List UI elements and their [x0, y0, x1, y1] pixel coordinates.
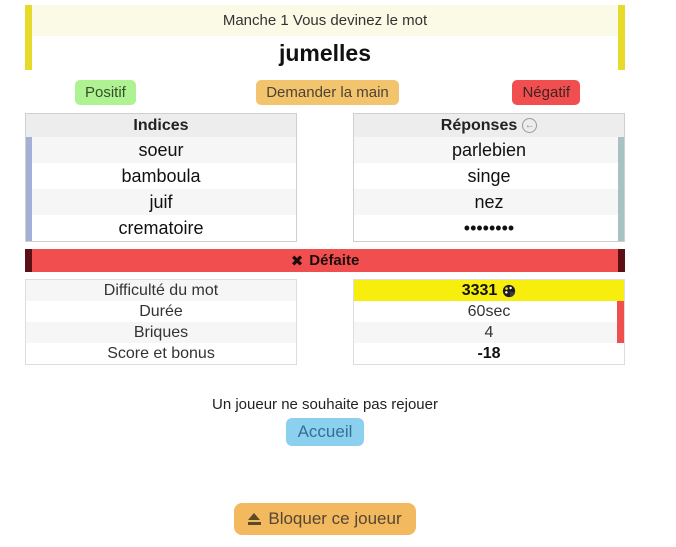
negative-button[interactable]: Négatif [512, 80, 580, 105]
footer-section: Un joueur ne souhaite pas rejouer Accuei… [25, 396, 625, 446]
result-banner: ✖ Défaite [25, 249, 625, 272]
result-left-cap [25, 249, 32, 272]
rematch-status-message: Un joueur ne souhaite pas rejouer [212, 396, 438, 413]
indice-item: soeur [26, 137, 296, 163]
block-section: Bloquer ce joueur [25, 503, 625, 535]
reponse-item: nez [354, 189, 624, 215]
difficulty-value-row: 3331 [354, 280, 624, 301]
header-body: Manche 1 Vous devinez le mot jumelles [32, 5, 618, 70]
back-arrow-icon[interactable]: ← [522, 118, 538, 133]
request-hand-button[interactable]: Demander la main [256, 80, 399, 105]
stats-section: Difficulté du mot Durée Briques Score et… [25, 279, 625, 365]
reponses-scrollbar[interactable] [618, 137, 624, 241]
stat-label: Briques [26, 322, 296, 343]
header-right-accent-bar [618, 5, 625, 70]
reponses-table: Réponses ← parlebien singe nez •••••••• [353, 113, 625, 242]
reponse-item: •••••••• [463, 217, 515, 238]
indice-item: crematoire [118, 217, 204, 238]
eject-icon [248, 513, 262, 525]
indice-item: juif [26, 189, 296, 215]
difficulty-value: 3331 [461, 281, 498, 299]
indices-header: Indices [26, 114, 296, 137]
duration-value: 60sec [467, 302, 511, 320]
reponses-title: Réponses [440, 116, 518, 134]
result-right-cap [618, 249, 625, 272]
block-player-label: Bloquer ce joueur [268, 509, 402, 528]
bricks-value: 4 [354, 322, 624, 343]
block-player-button[interactable]: Bloquer ce joueur [234, 503, 416, 535]
header-left-accent-bar [25, 5, 32, 70]
stats-red-indicator-bar [617, 301, 624, 343]
stats-values-table: 3331 60sec 4 -18 [353, 279, 625, 365]
indices-scrollbar[interactable] [26, 137, 32, 241]
positive-button[interactable]: Positif [75, 80, 136, 105]
reponse-item: singe [467, 165, 511, 186]
lists-section: Indices soeur bamboula juif crematoire R… [25, 113, 625, 242]
action-buttons-row: Positif Demander la main Négatif [25, 80, 625, 105]
reponses-header: Réponses ← [354, 114, 624, 137]
result-label: Défaite [309, 252, 360, 269]
stat-label: Difficulté du mot [26, 280, 296, 301]
game-page: Manche 1 Vous devinez le mot jumelles Po… [25, 0, 625, 535]
indice-item: bamboula [121, 165, 201, 186]
round-label: Manche 1 Vous devinez le mot [32, 5, 618, 36]
stat-label: Durée [139, 302, 183, 320]
cross-icon: ✖ [290, 252, 304, 270]
indices-table: Indices soeur bamboula juif crematoire [25, 113, 297, 242]
round-header: Manche 1 Vous devinez le mot jumelles [25, 5, 625, 70]
reponse-item: parlebien [354, 137, 624, 163]
stats-labels-table: Difficulté du mot Durée Briques Score et… [25, 279, 297, 365]
score-value: -18 [477, 344, 501, 362]
stat-label: Score et bonus [107, 344, 215, 362]
home-button[interactable]: Accueil [285, 418, 365, 446]
secret-word: jumelles [278, 39, 372, 66]
result-banner-body: ✖ Défaite [32, 249, 618, 272]
palette-icon [503, 284, 516, 297]
